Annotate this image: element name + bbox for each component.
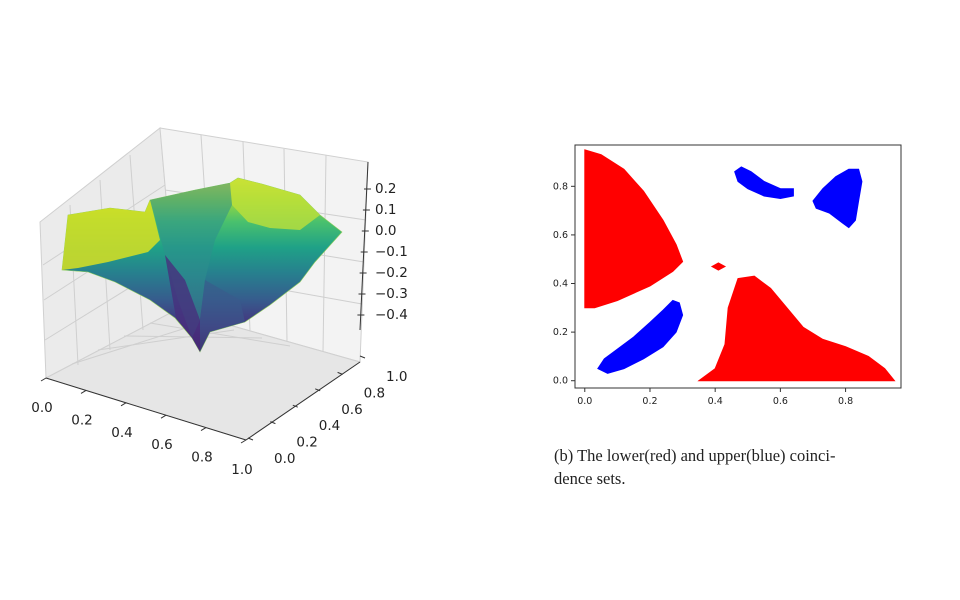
x-tick-label: 0.0	[31, 400, 52, 416]
lower-coincidence-region	[584, 149, 684, 309]
lower-coincidence-region	[697, 275, 896, 382]
y-tick-mark	[315, 388, 321, 392]
x-tick-mark	[120, 402, 127, 407]
figure-caption: (b) The lower(red) and upper(blue) coinc…	[554, 444, 924, 490]
x-tick-labels: 0.0 0.2 0.4 0.6 0.8 1.0	[31, 377, 253, 478]
y-tick-label: 0.0	[274, 451, 295, 467]
y-tick-label: 0.8	[553, 181, 568, 192]
x-tick-mark	[80, 389, 87, 394]
upper-coincidence-region	[734, 166, 794, 200]
y-tick-label: 0.4	[553, 279, 568, 290]
y-tick-mark	[337, 371, 343, 375]
y-tick-mark	[247, 437, 254, 441]
caption-line-1: (b) The lower(red) and upper(blue) coinc…	[554, 446, 836, 465]
y-tick-mark	[359, 355, 366, 359]
z-tick-label: −0.4	[375, 307, 408, 323]
z-tick-label: 0.2	[375, 181, 396, 197]
y-tick-label: 0.6	[553, 230, 568, 241]
x-tick-mark	[200, 427, 207, 432]
x-tick-mark	[240, 439, 247, 444]
y-tick-label: 0.6	[341, 402, 362, 418]
z-axis-line	[359, 161, 369, 331]
x-tick-mark	[160, 414, 167, 419]
coincidence-regions	[584, 149, 896, 382]
y-tick-label: 0.8	[364, 385, 385, 401]
x-tick-label: 0.6	[773, 396, 788, 407]
y-tick-label: 1.0	[386, 369, 407, 385]
z-tick-label: −0.1	[375, 244, 408, 260]
y-tick-labels: 0.0 0.2 0.4 0.6 0.8	[553, 181, 575, 387]
x-tick-label: 0.4	[111, 425, 132, 441]
z-tick-label: −0.3	[375, 286, 408, 302]
z-tick-label: 0.1	[375, 202, 396, 218]
y-tick-label: 0.0	[553, 376, 568, 387]
y-tick-label: 0.2	[296, 435, 317, 451]
z-tick-label: 0.0	[375, 223, 396, 239]
y-tick-mark	[270, 421, 276, 425]
x-tick-label: 0.0	[577, 396, 592, 407]
y-axis-line	[245, 361, 361, 441]
x-tick-label: 0.6	[151, 437, 172, 453]
x-tick-label: 1.0	[231, 462, 252, 478]
x-tick-label: 0.2	[642, 396, 657, 407]
y-tick-label: 0.4	[319, 418, 340, 434]
upper-coincidence-region	[597, 299, 684, 374]
x-tick-label: 0.8	[191, 450, 212, 466]
x-axis-line	[45, 377, 247, 441]
y-tick-label: 0.2	[553, 327, 568, 338]
x-tick-label: 0.8	[838, 396, 853, 407]
x-tick-label: 0.4	[708, 396, 723, 407]
y-tick-mark	[292, 404, 298, 408]
y-tick-labels: 0.00.20.40.60.81.0	[247, 355, 407, 467]
x-tick-labels: 0.0 0.2 0.4 0.6 0.8	[577, 388, 853, 407]
surface	[61, 177, 343, 353]
upper-coincidence-region	[812, 168, 863, 229]
z-tick-label: −0.2	[375, 265, 408, 281]
x-tick-mark	[40, 377, 47, 382]
lower-coincidence-region	[710, 262, 727, 271]
z-tick-labels: 0.2 0.1 0.0 −0.1 −0.2 −0.3 −0.4	[357, 181, 408, 323]
x-tick-label: 0.2	[71, 412, 92, 428]
caption-line-2: dence sets.	[554, 469, 626, 488]
